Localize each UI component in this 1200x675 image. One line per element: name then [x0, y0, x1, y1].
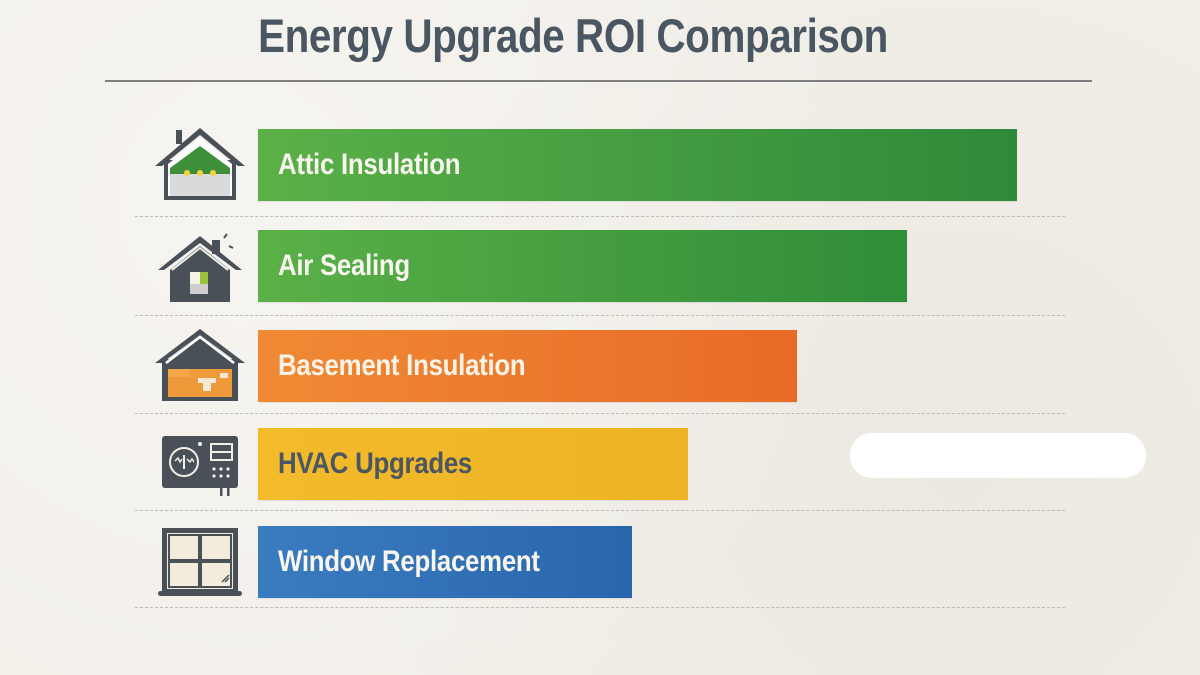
bar-label: HVAC Upgrades: [278, 447, 473, 480]
bar-hvac-upgrades: HVAC Upgrades: [258, 428, 688, 500]
title-divider: [105, 80, 1092, 82]
bar-label: Attic Insulation: [278, 148, 461, 181]
bar-label: Window Replacement: [278, 545, 540, 578]
row-divider: [135, 216, 1065, 217]
bar-air-sealing: Air Sealing: [258, 230, 907, 302]
chart-title: Energy Upgrade ROI Comparison: [258, 9, 888, 62]
bar-label: Air Sealing: [278, 249, 410, 282]
attic-house-icon: [150, 124, 250, 204]
sealed-house-icon: [150, 228, 250, 308]
row-divider: [135, 315, 1065, 316]
bar-window-replacement: Window Replacement: [258, 526, 632, 598]
blank-overlay-pill: [850, 433, 1146, 478]
bar-attic-insulation: Attic Insulation: [258, 129, 1017, 201]
basement-house-icon: [150, 325, 250, 405]
bar-basement-insulation: Basement Insulation: [258, 330, 797, 402]
hvac-unit-icon: [150, 424, 250, 504]
row-divider: [135, 607, 1065, 608]
row-divider: [135, 510, 1065, 511]
window-icon: [150, 522, 250, 602]
row-divider: [135, 413, 1065, 414]
bar-label: Basement Insulation: [278, 349, 526, 382]
